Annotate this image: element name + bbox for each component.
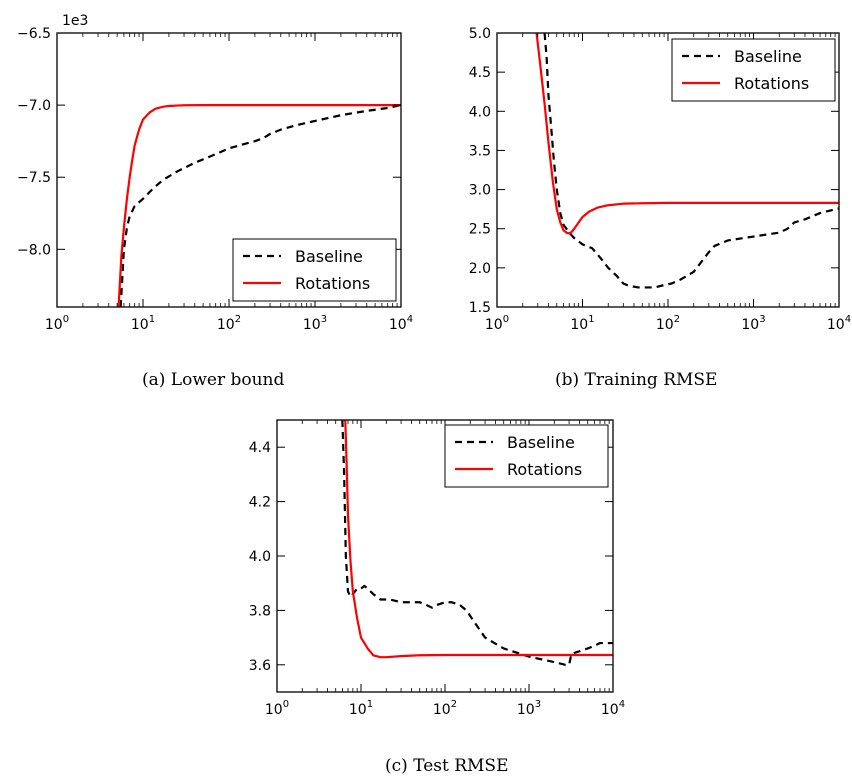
- y-tick-label: 1.5: [469, 300, 491, 316]
- legend-label-baseline: Baseline: [295, 247, 363, 266]
- legend: Baseline Rotations: [232, 238, 397, 302]
- series-line-baseline: [341, 420, 613, 666]
- x-tick-label: 103: [517, 699, 541, 718]
- series-line-rotations: [535, 33, 839, 235]
- legend-label-rotations: Rotations: [734, 74, 809, 93]
- x-tick-label: 104: [827, 314, 851, 333]
- y-tick-label: −6.5: [17, 26, 51, 42]
- chart-panel-2: 100 101 102 103 104 1.5 2.0 2.5 3.0 3.5 4.0 4.5 5.0 B…: [469, 26, 851, 390]
- x-tick-label: 101: [570, 314, 594, 333]
- series-line-baseline: [543, 33, 839, 289]
- x-tick-label: 102: [433, 699, 457, 718]
- legend: Baseline Rotations: [444, 424, 609, 488]
- x-tick-label: 100: [45, 314, 69, 333]
- y-tick-label: 3.0: [469, 183, 491, 199]
- y-tick-label: −8.0: [17, 242, 51, 258]
- y-tick-label: 3.6: [249, 658, 271, 674]
- y-tick-label: 2.5: [469, 222, 491, 238]
- x-tick-label: 104: [601, 699, 625, 718]
- y-tick-label: 4.5: [469, 65, 491, 81]
- legend-label-baseline: Baseline: [734, 47, 802, 66]
- y-tick-label: 4.4: [249, 440, 271, 456]
- legend-label-baseline: Baseline: [507, 433, 575, 452]
- panel-caption: (c) Test RMSE: [385, 756, 509, 776]
- x-tick-label: 103: [741, 314, 765, 333]
- series-line-baseline: [119, 104, 401, 307]
- x-tick-label: 100: [265, 699, 289, 718]
- x-tick-label: 104: [389, 314, 413, 333]
- legend-box: [232, 238, 397, 302]
- chart-panel-3: 100 101 102 103 104 3.6 3.8 4.0 4.2 4.4 Baseline Ro…: [249, 419, 625, 776]
- y-tick-label: −7.0: [17, 98, 51, 114]
- legend: Baseline Rotations: [671, 38, 836, 102]
- y-tick-label: 4.2: [249, 495, 271, 511]
- y-offset-label: 1e3: [62, 13, 88, 29]
- legend-label-rotations: Rotations: [295, 274, 370, 293]
- panel-caption: (b) Training RMSE: [555, 370, 717, 390]
- series-line-rotations: [117, 104, 401, 307]
- y-tick-label: 3.5: [469, 143, 491, 159]
- x-tick-label: 101: [349, 699, 373, 718]
- legend-box: [671, 38, 836, 102]
- panel-caption: (a) Lower bound: [142, 370, 284, 390]
- x-tick-label: 103: [303, 314, 327, 333]
- legend-box: [444, 424, 609, 488]
- x-tick-label: 102: [217, 314, 241, 333]
- y-tick-label: 5.0: [469, 26, 491, 42]
- x-tick-label: 102: [656, 314, 680, 333]
- chart-panel-1: 100 101 102 103 104 −6.5 −7.0 −7.5 −8.0 1e3 Baseli…: [17, 13, 413, 390]
- legend-label-rotations: Rotations: [507, 460, 582, 479]
- x-tick-label: 101: [131, 314, 155, 333]
- series-line-rotations: [344, 420, 613, 659]
- x-tick-label: 100: [485, 314, 509, 333]
- y-tick-label: 4.0: [469, 104, 491, 120]
- y-tick-label: 4.0: [249, 549, 271, 565]
- y-tick-label: −7.5: [17, 170, 51, 186]
- y-tick-label: 2.0: [469, 261, 491, 277]
- y-tick-label: 3.8: [249, 603, 271, 619]
